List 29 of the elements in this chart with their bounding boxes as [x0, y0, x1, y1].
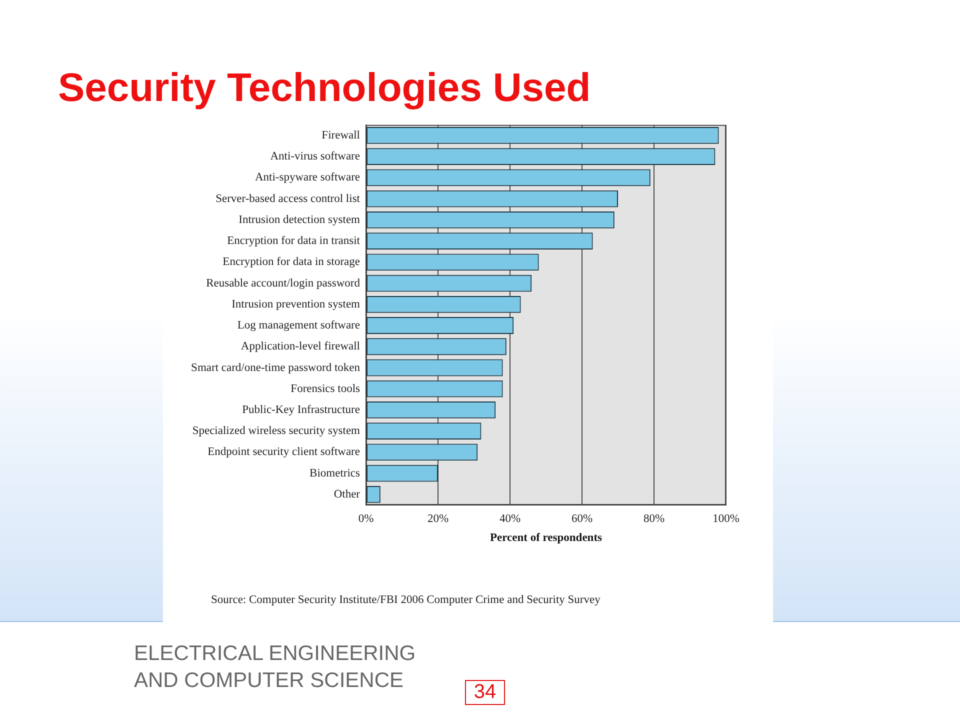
- y-tick-label: Encryption for data in storage: [222, 256, 360, 268]
- y-tick-label: Intrusion prevention system: [232, 298, 360, 310]
- x-axis-title: Percent of respondents: [490, 532, 603, 544]
- y-tick-label: Public-Key Infrastructure: [242, 404, 360, 416]
- text: 34: [465, 680, 505, 705]
- y-tick-label: Other: [334, 488, 360, 500]
- y-tick-label: Encryption for data in transit: [227, 235, 361, 248]
- chart-title: Security Technologies Used: [58, 65, 591, 112]
- y-tick-label: Application-level firewall: [240, 340, 360, 353]
- x-tick-label: 20%: [427, 512, 449, 525]
- y-tick-label: Smart card/one-time password token: [191, 362, 360, 374]
- y-tick-label: Biometrics: [310, 467, 361, 480]
- y-tick-label: Anti-spyware software: [254, 172, 360, 184]
- y-tick-label: Forensics tools: [290, 382, 361, 395]
- y-tick-label: Anti-virus software: [270, 150, 360, 163]
- y-tick-label: Intrusion detection system: [238, 214, 360, 226]
- y-tick-label: Endpoint security client software: [208, 446, 360, 458]
- y-tick-label: Firewall: [322, 129, 360, 142]
- x-tick-label: 60%: [571, 512, 593, 525]
- x-tick-label: 100%: [712, 512, 740, 525]
- text: ELECTRICAL ENGINEERING AND COMPUTER SCIENCE: [134, 641, 417, 694]
- y-tick-label: Server-based access control list: [216, 192, 361, 205]
- y-tick-label: Log management software: [237, 320, 360, 332]
- x-tick-label: 0%: [358, 512, 374, 525]
- y-tick-label: Specialized wireless security system: [192, 425, 360, 438]
- y-tick-label: Reusable account/login password: [206, 277, 360, 290]
- x-tick-label: 80%: [643, 512, 665, 525]
- x-tick-label: 40%: [499, 512, 521, 525]
- source-note: Source: Computer Security Institute/FBI 2006 Computer Crime and Security Survey: [211, 594, 600, 606]
